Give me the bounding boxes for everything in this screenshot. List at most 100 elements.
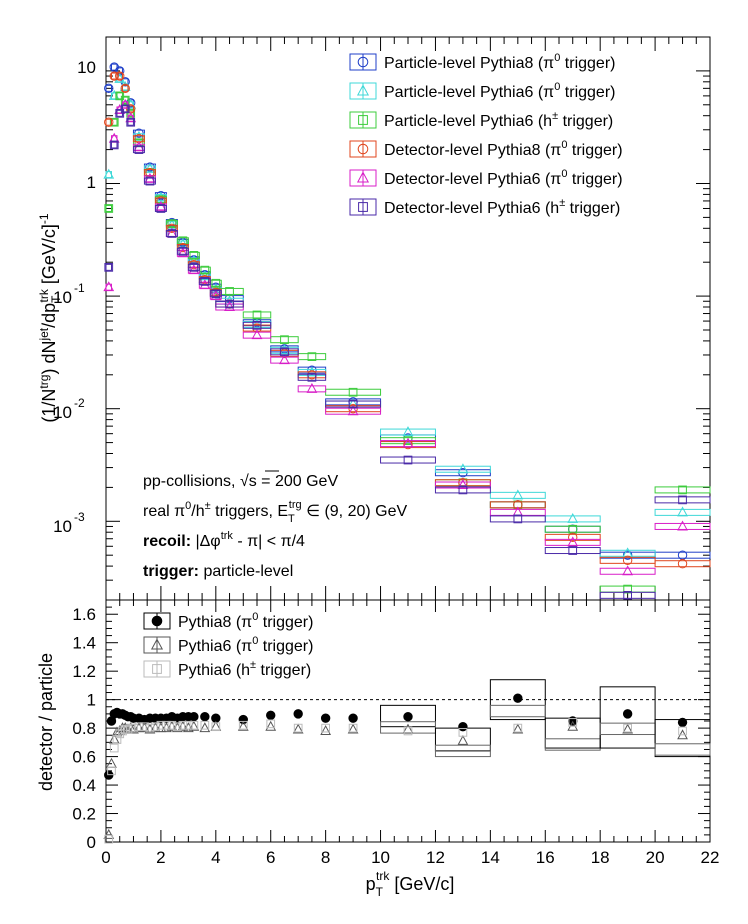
lower-y-tick-label: 0.2 (72, 805, 96, 824)
data-box (325, 400, 382, 408)
data-box (654, 522, 711, 530)
y-tick-label-10: 10 (77, 58, 96, 77)
data-point (225, 287, 234, 296)
data-box (116, 109, 123, 117)
lower-y-tick-label: 1.6 (72, 605, 96, 624)
data-point (567, 536, 579, 547)
data-point (120, 83, 130, 94)
data-point (178, 246, 188, 256)
ratio-point (140, 722, 149, 732)
data-point (188, 264, 200, 275)
svg-text:Detector-level Pythia8 (π0 tri: Detector-level Pythia8 (π0 trigger) (384, 139, 623, 159)
data-point (348, 399, 358, 409)
data-point (402, 437, 414, 448)
data-point (104, 117, 114, 127)
ratio-box-pythia6 (489, 704, 546, 718)
annotation-recoil: recoil: |Δφtrk - π| < π/4 (143, 530, 305, 550)
ratio-point (173, 722, 182, 732)
data-point (109, 140, 119, 150)
data-point (156, 204, 166, 213)
data-point (512, 489, 524, 500)
data-point (568, 532, 578, 543)
data-box (654, 486, 711, 494)
data-box (544, 525, 601, 533)
data-box (127, 118, 134, 126)
data-box (242, 331, 272, 339)
data-box (105, 263, 112, 271)
lower-y-axis-title: detector / particle (36, 653, 56, 791)
svg-text:Particle-level Pythia6 (π0 tri: Particle-level Pythia6 (π0 trigger) (384, 81, 615, 101)
data-point (200, 265, 210, 275)
data-point (678, 495, 687, 505)
x-tick-label: 4 (211, 848, 220, 867)
data-box (599, 591, 656, 599)
data-box (242, 311, 272, 319)
ratio-box-pythia6 (434, 744, 491, 758)
ratio-point (237, 720, 249, 731)
data-point (145, 162, 155, 172)
data-box (105, 118, 112, 126)
data-point (280, 335, 289, 345)
y-tick-label-1: 1 (87, 173, 96, 192)
data-point (306, 382, 318, 393)
ratio-point (178, 720, 188, 730)
data-point (347, 405, 359, 416)
ratio-point (348, 723, 358, 733)
data-box (434, 486, 491, 494)
data-point (104, 204, 114, 213)
data-box (132, 146, 145, 154)
data-box (121, 84, 129, 92)
data-point (103, 281, 115, 292)
ratio-point (109, 743, 119, 753)
y-tick-exp-0.1: -1 (74, 281, 85, 295)
data-point (115, 108, 125, 118)
ratio-point (151, 722, 160, 732)
data-point (109, 71, 119, 81)
data-point (457, 463, 469, 474)
data-box (215, 300, 244, 308)
y-tick-label-0.1: 10 (53, 288, 72, 307)
x-tick-label: 18 (591, 848, 610, 867)
data-point (104, 83, 114, 94)
ratio-point (104, 834, 114, 844)
data-point (109, 117, 119, 127)
data-point (307, 372, 317, 382)
data-point (104, 263, 114, 272)
y-tick-exp-0.01: -2 (74, 396, 85, 410)
data-point (189, 251, 199, 260)
ratio-point (293, 723, 303, 733)
ratio-point (402, 723, 414, 734)
data-box (544, 515, 601, 523)
ratio-box-pythia8 (599, 686, 656, 749)
lower-y-tick-label: 1 (87, 691, 96, 710)
lower-y-tick-label: 0.6 (72, 748, 96, 767)
lower-y-tick-label: 0.4 (72, 776, 96, 795)
ratio-point (118, 726, 127, 736)
data-point (252, 310, 262, 320)
data-box (116, 72, 123, 80)
data-point (457, 479, 469, 490)
ratio-point (458, 728, 468, 737)
y-tick-label-0.01: 10 (53, 403, 72, 422)
ratio-point (320, 713, 331, 723)
data-box (654, 496, 711, 504)
data-box (143, 177, 156, 185)
data-box (165, 220, 178, 228)
ratio-point (133, 722, 145, 733)
svg-text:Pythia6 (h± trigger): Pythia6 (h± trigger) (178, 659, 311, 679)
data-box (209, 290, 222, 298)
data-box (297, 373, 327, 381)
data-point (458, 485, 468, 495)
ratio-series-1 (104, 693, 688, 780)
x-tick-label: 2 (156, 848, 165, 867)
data-box (105, 204, 112, 212)
legend-entry-6: Detector-level Pythia6 (h± trigger) (349, 197, 620, 217)
data-point (120, 104, 130, 114)
legend-entry-3: Particle-level Pythia6 (h± trigger) (349, 110, 613, 130)
ratio-point (139, 722, 150, 733)
ratio-point (403, 726, 413, 736)
ratio-point (348, 713, 358, 723)
lower-y-tick-label: 0.8 (72, 719, 96, 738)
data-point (200, 277, 210, 286)
lower-data-layer (103, 693, 688, 844)
